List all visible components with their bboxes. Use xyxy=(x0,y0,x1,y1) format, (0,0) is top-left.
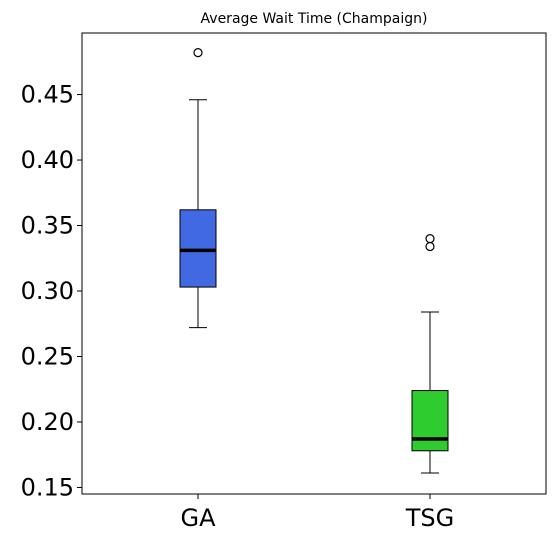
iqr-box xyxy=(179,209,217,288)
outlier-point xyxy=(193,48,203,58)
y-tick-label: 0.30 xyxy=(21,277,74,305)
y-tick-label: 0.25 xyxy=(21,342,74,370)
y-tick-label: 0.15 xyxy=(21,473,74,501)
chart-title: Average Wait Time (Champaign) xyxy=(201,11,428,27)
y-tick-label: 0.20 xyxy=(21,408,74,436)
y-tick-label: 0.35 xyxy=(21,212,74,240)
x-tick-label: TSG xyxy=(405,504,455,532)
outlier-point xyxy=(425,241,435,252)
box-plots xyxy=(179,48,449,474)
y-tick-label: 0.40 xyxy=(21,146,74,174)
plot-area-frame xyxy=(81,32,547,495)
outlier-point xyxy=(425,234,435,244)
x-tick-label: GA xyxy=(180,504,216,532)
y-axis: 0.15 0.20 0.25 0.30 0.35 0.40 0.45 xyxy=(21,81,82,501)
box-tsg xyxy=(411,234,449,474)
y-tick-label: 0.45 xyxy=(21,81,74,109)
box-ga xyxy=(179,48,217,329)
x-axis: GA TSG xyxy=(180,494,454,532)
iqr-box xyxy=(411,390,449,452)
